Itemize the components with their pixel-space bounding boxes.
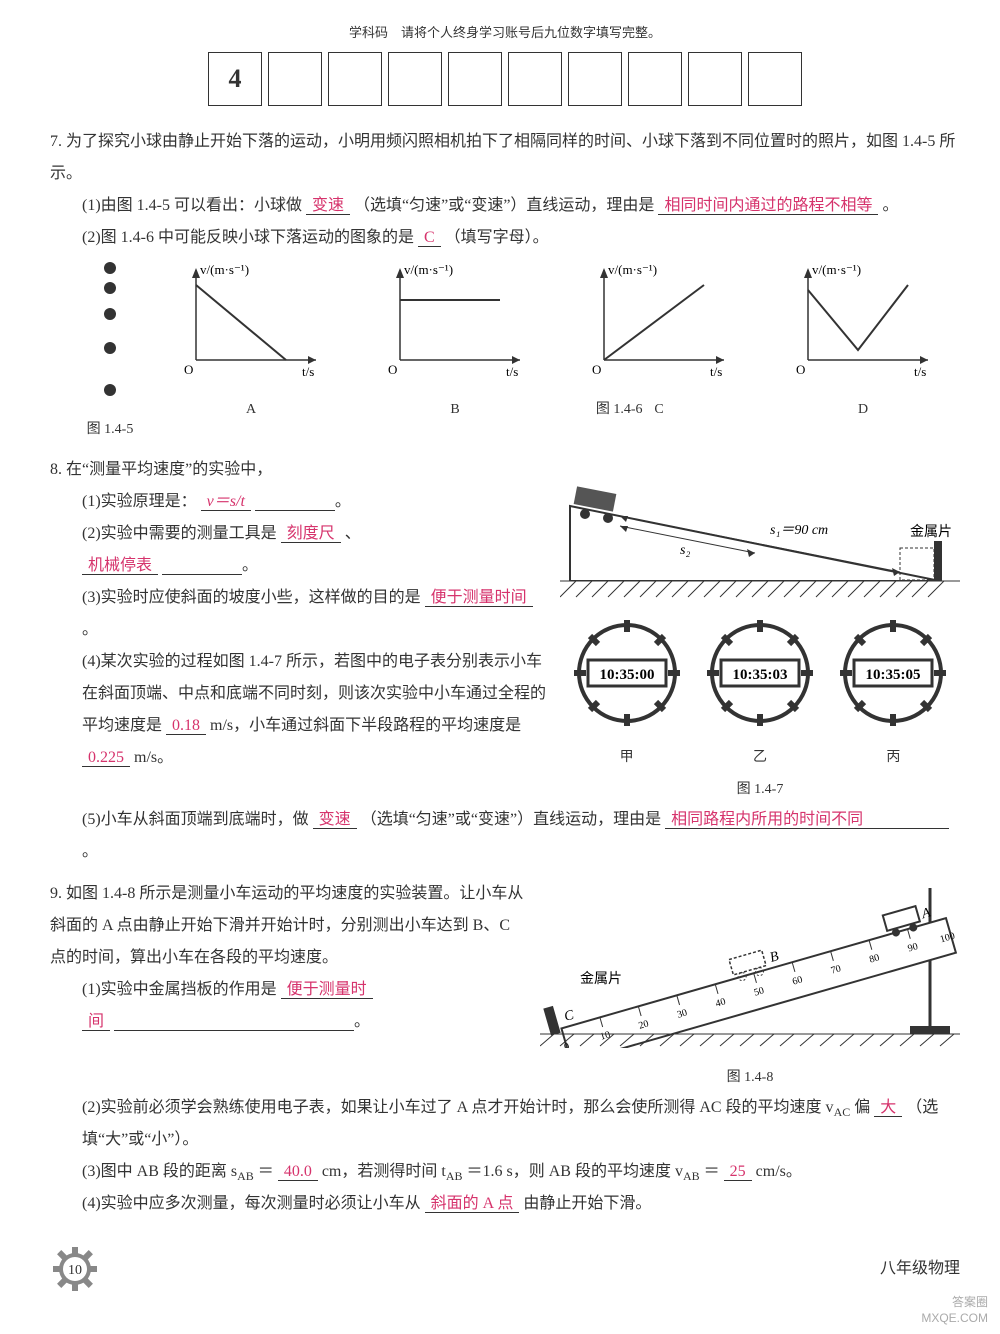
svg-text:t/s: t/s — [710, 364, 722, 379]
stopwatch-3: 10:35:05 丙 — [838, 618, 948, 772]
digit-box[interactable] — [628, 52, 682, 106]
digit-box[interactable] — [568, 52, 622, 106]
svg-text:v/(m·s⁻¹): v/(m·s⁻¹) — [404, 262, 453, 277]
q8-sub4: (4)某次实验的过程如图 1.4-7 所示，若图中的电子表分别表示小车在斜面顶端… — [50, 646, 546, 774]
question-8: 8. 在“测量平均速度”的实验中， (1)实验原理是： v＝s/t 。 (2)实… — [50, 454, 960, 868]
q7-stem: 7. 为了探究小球由静止开始下落的运动，小明用频闪照相机拍下了相隔同样的时间、小… — [50, 126, 960, 190]
svg-text:v/(m·s⁻¹): v/(m·s⁻¹) — [812, 262, 861, 277]
svg-text:s₁＝90 cm: s₁＝90 cm — [770, 523, 828, 538]
q9-blank-vAB[interactable]: 25 — [724, 1163, 752, 1181]
q9-blank-bias[interactable]: 大 — [874, 1099, 902, 1117]
q8-sub1: (1)实验原理是： v＝s/t 。 — [50, 486, 546, 518]
q8-stem: 8. 在“测量平均速度”的实验中， — [50, 454, 960, 486]
digit-box[interactable] — [268, 52, 322, 106]
svg-text:金属片: 金属片 — [910, 524, 952, 540]
subject-code-box: 4 — [208, 52, 262, 106]
q9-sub1: (1)实验中金属挡板的作用是 便于测量时 间 。 — [50, 974, 526, 1038]
q7-blank-1[interactable]: 变速 — [306, 197, 350, 215]
header-note: 学科码 请将个人终身学习账号后九位数字填写完整。 — [50, 20, 960, 46]
fig-1-4-7-caption: 图 1.4-7 — [560, 776, 960, 804]
digit-box[interactable] — [388, 52, 442, 106]
svg-text:金属片: 金属片 — [580, 971, 622, 987]
graph-C: v/(m·s⁻¹) t/s O 图 1.4-6 C — [584, 260, 734, 424]
svg-text:10:35:03: 10:35:03 — [732, 667, 787, 683]
svg-text:O: O — [184, 362, 193, 377]
svg-text:v/(m·s⁻¹): v/(m·s⁻¹) — [608, 262, 657, 277]
svg-text:v/(m·s⁻¹): v/(m·s⁻¹) — [200, 262, 249, 277]
q9-blank-sAB[interactable]: 40.0 — [278, 1163, 318, 1181]
q9-sub3: (3)图中 AB 段的距离 sAB ＝ 40.0 cm，若测得时间 tAB ＝1… — [50, 1156, 960, 1188]
q8-blank-tool1[interactable]: 刻度尺 — [281, 525, 341, 543]
svg-text:C: C — [563, 1008, 577, 1025]
svg-text:B: B — [768, 949, 781, 966]
svg-text:10:35:00: 10:35:00 — [599, 667, 654, 683]
watermark: 答案圈 MXQE.COM — [921, 1295, 988, 1326]
digit-box[interactable] — [508, 52, 562, 106]
stopwatch-1: 10:35:00 甲 — [572, 618, 682, 772]
q8-blank-v2[interactable]: 0.225 — [82, 749, 130, 767]
question-7: 7. 为了探究小球由静止开始下落的运动，小明用频闪照相机拍下了相隔同样的时间、小… — [50, 126, 960, 444]
q8-blank-motion[interactable]: 变速 — [313, 811, 357, 829]
q9-sub2: (2)实验前必须学会熟练使用电子表，如果让小车过了 A 点才开始计时，那么会使所… — [50, 1092, 960, 1156]
account-number-grid: 4 — [50, 52, 960, 106]
digit-box[interactable] — [448, 52, 502, 106]
q8-blank-tool2[interactable]: 机械停表 — [82, 557, 158, 575]
q8-blank-reason[interactable]: 相同路程内所用的时间不同 — [665, 811, 869, 829]
svg-text:s₂: s₂ — [680, 543, 690, 558]
digit-box[interactable] — [748, 52, 802, 106]
subject-label: 八年级物理 — [880, 1253, 960, 1285]
graph-D: v/(m·s⁻¹) t/s O D — [788, 260, 938, 424]
svg-text:O: O — [388, 362, 397, 377]
q9-blank-start[interactable]: 斜面的 A 点 — [425, 1195, 520, 1213]
q7-sub1: (1)由图 1.4-5 可以看出：小球做 变速 （选填“匀速”或“变速”）直线运… — [50, 190, 960, 222]
svg-text:t/s: t/s — [506, 364, 518, 379]
page-footer: 10 八年级物理 — [50, 1244, 960, 1294]
question-9: 9. 如图 1.4-8 所示是测量小车运动的平均速度的实验装置。让小车从斜面的 … — [50, 878, 960, 1220]
strobe-dots-icon — [90, 260, 130, 400]
svg-text:O: O — [796, 362, 805, 377]
digit-box[interactable] — [328, 52, 382, 106]
fig-1-4-8-caption: 图 1.4-8 — [540, 1064, 960, 1092]
svg-text:t/s: t/s — [914, 364, 926, 379]
q8-figure: s₁＝90 cm s₂ 金属片 — [560, 486, 960, 804]
graph-B: v/(m·s⁻¹) t/s O B — [380, 260, 530, 424]
q9-sub4: (4)实验中应多次测量，每次测量时必须让小车从 斜面的 A 点 由静止开始下滑。 — [50, 1188, 960, 1220]
graph-A: v/(m·s⁻¹) t/s O A — [176, 260, 326, 424]
q7-blank-2[interactable]: 相同时间内通过的路程不相等 — [658, 197, 878, 215]
svg-text:10:35:05: 10:35:05 — [866, 667, 921, 683]
q9-figure: 01020 304050 607080 90100 A B C — [540, 878, 960, 1092]
q7-sub2: (2)图 1.4-6 中可能反映小球下落运动的图象的是 C （填写字母）。 — [50, 222, 960, 254]
q8-blank-principle[interactable]: v＝s/t — [201, 493, 251, 511]
q7-blank-3[interactable]: C — [418, 229, 441, 247]
fig-1-4-5-caption: 图 1.4-5 — [80, 416, 140, 444]
digit-box[interactable] — [688, 52, 742, 106]
q9-blank-plate-a[interactable]: 便于测量时 — [281, 981, 373, 999]
q7-figures: 图 1.4-5 v/(m·s⁻¹) t/s O A — [50, 260, 960, 444]
q8-sub5: (5)小车从斜面顶端到底端时，做 变速 （选填“匀速”或“变速”）直线运动，理由… — [50, 804, 960, 868]
page-number-gear-icon: 10 — [50, 1244, 100, 1294]
q9-blank-plate-b[interactable]: 间 — [82, 1013, 110, 1031]
svg-text:10: 10 — [68, 1263, 82, 1278]
svg-text:O: O — [592, 362, 601, 377]
svg-text:t/s: t/s — [302, 364, 314, 379]
q8-blank-purpose[interactable]: 便于测量时间 — [425, 589, 533, 607]
q8-sub2: (2)实验中需要的测量工具是 刻度尺 、 机械停表 。 — [50, 518, 546, 582]
stopwatch-2: 10:35:03 乙 — [705, 618, 815, 772]
q8-sub3: (3)实验时应使斜面的坡度小些，这样做的目的是 便于测量时间 。 — [50, 582, 546, 646]
q9-stem: 9. 如图 1.4-8 所示是测量小车运动的平均速度的实验装置。让小车从斜面的 … — [50, 878, 526, 974]
fig-1-4-6-caption: 图 1.4-6 — [584, 396, 654, 424]
q8-blank-v1[interactable]: 0.18 — [166, 717, 206, 735]
